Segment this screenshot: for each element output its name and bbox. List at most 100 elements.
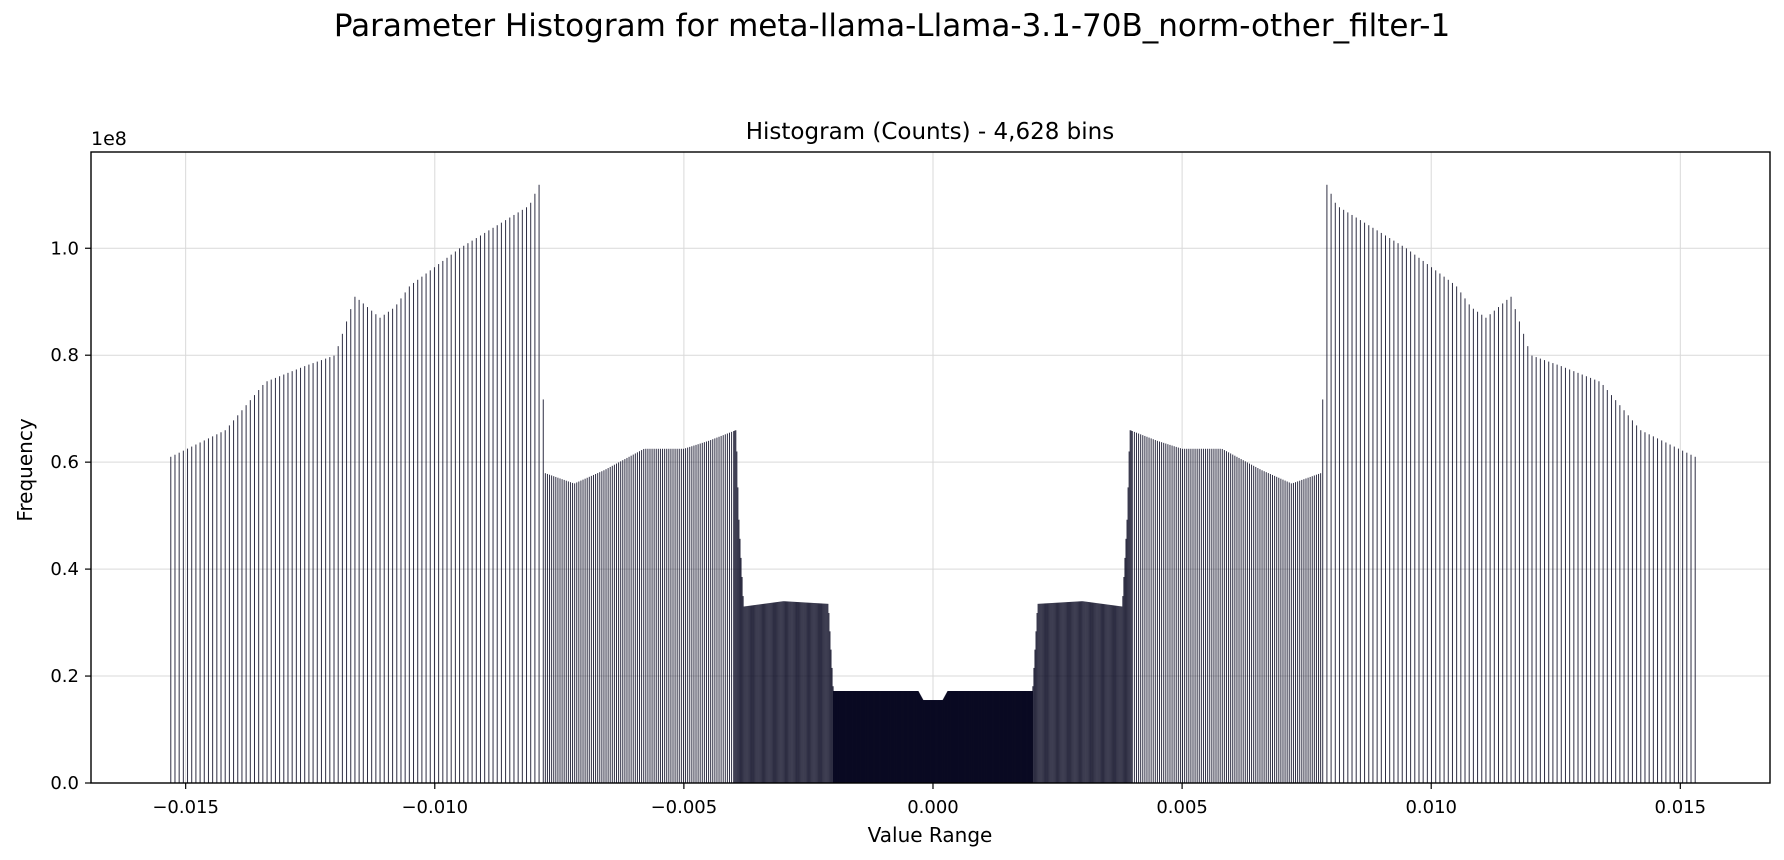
histogram-bar [245,405,247,783]
histogram-bar [1044,603,1047,783]
histogram-bar [1045,603,1048,783]
histogram-bar [308,364,310,783]
histogram-bar [747,605,749,783]
histogram-bar [358,299,360,783]
histogram-bar [1032,686,1034,783]
histogram-bar [1126,519,1128,783]
histogram-bar [530,202,532,783]
histogram-bar [1089,602,1091,783]
histogram-bar [607,468,609,783]
histogram-bar [187,448,189,783]
histogram-bar [521,209,523,783]
histogram-bar [467,243,469,783]
histogram-bar [1615,400,1617,783]
histogram-bar [216,434,218,783]
histogram-bar [513,214,515,783]
histogram-bar [1305,478,1307,783]
histogram-bar [475,238,477,783]
histogram-bar [1468,304,1470,783]
histogram-bar [1230,453,1232,783]
y-tick-label: 0.2 [50,666,79,687]
histogram-bar [830,649,832,783]
histogram-bar [793,601,795,783]
histogram-bar [224,430,226,783]
histogram-bar [1058,602,1060,783]
histogram-bar [1205,448,1207,783]
histogram-bar [557,477,559,783]
histogram-bar [827,603,829,783]
histogram-bar [1288,482,1290,783]
histogram-bar [1263,471,1265,783]
histogram-bar [1085,601,1087,783]
histogram-bar [1410,251,1412,784]
histogram-bar [1253,465,1255,783]
histogram-bar [792,601,794,783]
histogram-bar [496,225,498,784]
x-tick-label: 0.005 [1156,797,1208,818]
histogram-bar [1259,469,1261,783]
histogram-bar [1041,603,1043,783]
histogram-bar [350,309,352,783]
histogram-bar [1072,601,1074,783]
y-offset-label: 1e8 [91,128,127,150]
figure-title: Parameter Histogram for meta-llama-Llama… [333,8,1451,44]
histogram-bar [1652,436,1654,783]
histogram-bar [1135,432,1137,783]
x-tick-label: −0.015 [152,797,219,818]
histogram-bar [639,451,641,783]
histogram-bar [1090,602,1093,783]
histogram-bar [1128,451,1130,783]
histogram-bar [809,602,811,783]
histogram-bar [1186,448,1188,783]
histogram-bar [760,604,762,783]
histogram-bar [1092,602,1094,783]
histogram-bar [728,432,730,783]
histogram-bar [1631,420,1633,783]
histogram-bar [1121,606,1123,783]
histogram-bar [772,602,774,783]
histogram-bar [1081,601,1083,783]
histogram-bar [1209,448,1211,783]
histogram-bar [574,483,576,783]
histogram-bar [817,603,819,783]
histogram-bar [1278,477,1280,783]
histogram-bar [622,460,624,783]
histogram-bar [1244,461,1246,783]
histogram-bar [1140,434,1142,783]
histogram-bar [1581,374,1583,783]
histogram-bar [795,601,797,783]
histogram-bar [1129,430,1131,783]
histogram-bar [1108,604,1110,783]
histogram-bar [262,384,264,783]
histogram-bar [228,425,230,783]
histogram-bar [693,445,695,783]
histogram-bar [174,454,176,783]
histogram-bar [1190,448,1192,783]
histogram-bar [1124,557,1126,783]
histogram-bar [1372,227,1374,784]
histogram-bar [672,448,674,783]
histogram-bar [1460,292,1462,783]
histogram-bar [1368,225,1370,784]
histogram-bar [379,317,381,783]
histogram-bar [815,603,817,783]
histogram-bar [1131,431,1133,783]
histogram-bar [1351,214,1353,783]
histogram-bar [1043,603,1045,783]
histogram-bar [1439,273,1441,783]
histogram-bar [761,604,763,783]
histogram-bar [1330,193,1332,783]
histogram-bar [632,454,634,783]
histogram-bar [647,448,649,783]
histogram-bar [1280,478,1282,783]
histogram-bar [555,476,557,783]
histogram-bar [1556,364,1558,783]
histogram-bar [1123,576,1125,783]
histogram-bar [1234,455,1236,783]
histogram-bar [580,480,582,783]
histogram-bar [170,456,172,783]
histogram-bar [643,448,645,783]
histogram-bar [616,463,617,783]
histogram-bar [1257,468,1259,783]
histogram-bar [375,314,377,783]
